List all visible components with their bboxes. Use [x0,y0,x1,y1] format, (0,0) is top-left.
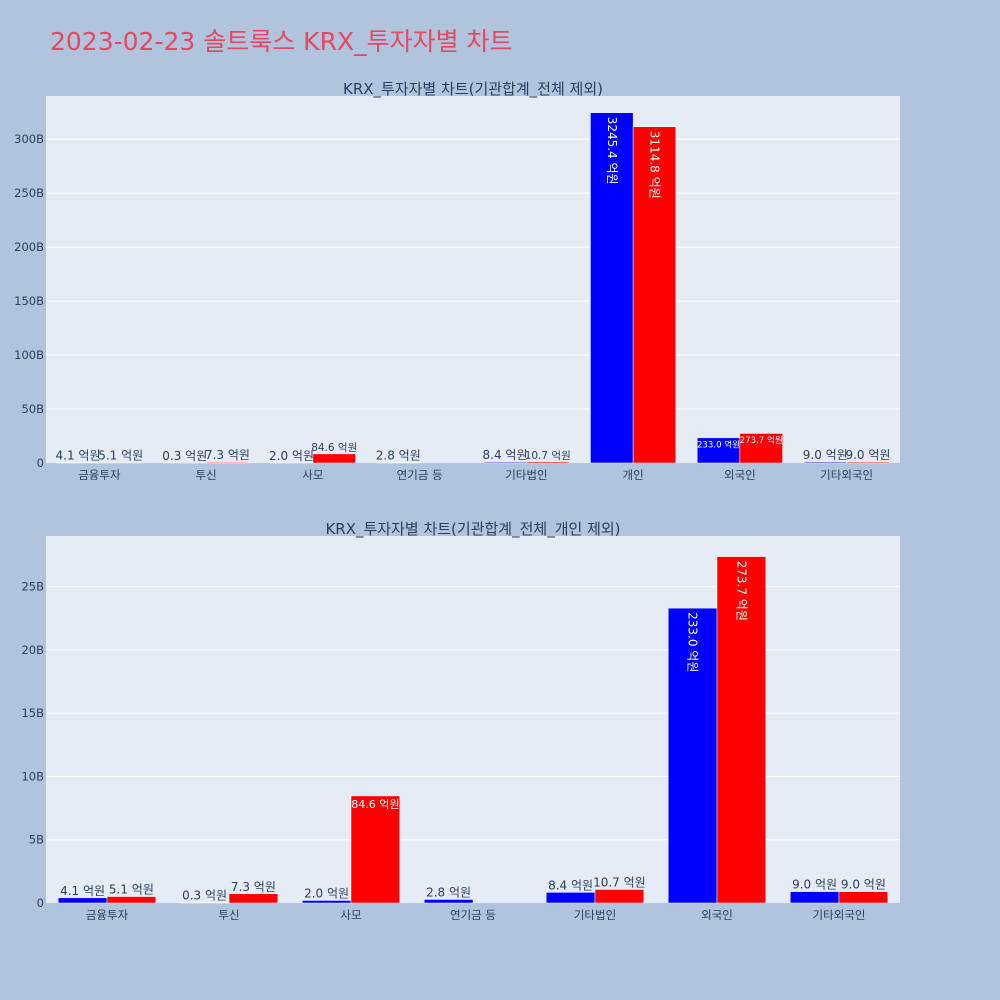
data-label: 9.0 억원 [792,878,837,892]
chart-top: 0 50B 100B 150B 200B 250B 300B KRX_투자자별 차트(기관합계… [14,80,900,480]
y-tick-label: 250B [14,186,44,200]
y-tick-label: 25B [21,580,44,594]
data-label: 9.0 억원 [841,878,886,892]
x-tick-label: 외국인 [701,908,733,920]
chart-title: KRX_투자자별 차트(기관합계_전체 제외) [343,80,603,99]
x-tick-label: 기타외국인 [820,468,873,480]
x-tick-label: 금융투자 [78,468,121,480]
data-label: 84.6 억원 [351,798,399,811]
bar-buy [545,892,596,904]
data-label: 0.3 억원 [182,889,227,903]
bar-sell [526,461,570,464]
x-tick-label: 기타법인 [505,468,547,480]
data-label: 7.3 억원 [231,880,276,894]
bar-buy [803,461,847,464]
page-title: 2023-02-23 솔트룩스 KRX_투자자별 차트 [50,27,513,56]
bar-buy [57,897,108,904]
bar-buy [667,607,718,904]
data-label: 10.7 억원 [593,875,646,889]
x-tick-label: 기타외국인 [813,908,866,920]
data-label: 273.7 억원 [734,561,748,621]
bar-sell [716,556,767,904]
bar-sell [106,896,157,904]
data-label: 273.7 억원 [740,434,783,446]
bar-sell [739,433,783,464]
y-tick-label: 0 [37,456,44,470]
bar-sell [838,891,889,904]
chart-title: KRX_투자자별 차트(기관합계_전체_개인 제외) [325,520,620,539]
data-label: 84.6 억원 [311,442,357,454]
bar-buy [590,112,634,464]
y-tick-label: 10B [21,769,44,783]
data-label: 2.0 억원 [269,449,314,463]
y-tick-label: 5B [29,833,44,847]
data-label: 4.1 억원 [60,884,105,898]
bar-buy [423,899,474,904]
data-label: 7.3 억원 [205,448,250,462]
data-label: 5.1 억원 [98,448,143,462]
bar-buy [483,461,527,464]
x-tick-label: 연기금 등 [397,468,443,480]
data-label: 9.0 억원 [845,448,890,462]
bar-sell [350,795,401,904]
bar-sell [594,889,645,904]
bar-sell [205,461,250,464]
plot-area [46,536,900,903]
data-label: 233.0 억원 [697,438,740,450]
data-label: 3245.4 억원 [605,117,619,185]
data-label: 233.0 억원 [686,612,700,672]
data-label: 9.0 억원 [803,448,848,462]
x-tick-label: 금융투자 [86,908,129,920]
y-tick-label: 150B [14,294,44,308]
y-tick-label: 0 [37,896,44,910]
y-tick-label: 15B [21,706,44,720]
data-label: 3114.8 억원 [647,131,661,199]
x-tick-label: 사모 [302,468,323,480]
x-tick-label: 투신 [218,908,239,920]
y-tick-label: 100B [14,348,44,362]
x-tick-label: 사모 [340,908,361,920]
data-label: 8.4 억원 [483,448,528,462]
bar-sell [312,453,356,464]
x-tick-label: 기타법인 [574,908,616,920]
data-label: 2.8 억원 [376,449,421,463]
bar-sell [632,126,677,464]
data-label: 8.4 억원 [548,878,593,892]
y-tick-label: 300B [14,132,44,146]
data-label: 2.0 억원 [304,886,349,900]
y-tick-label: 20B [21,643,44,657]
data-label: 5.1 억원 [109,883,154,897]
plot-area [46,96,900,463]
data-label: 4.1 억원 [56,449,101,463]
data-label: 2.8 억원 [426,885,471,899]
x-tick-label: 연기금 등 [450,908,496,920]
chart-bottom: 0 5B 10B 15B 20B 25B KRX_투자자별 차트(기관합계_전체_개인 제외… [21,520,900,920]
data-label: 10.7 억원 [525,450,571,462]
y-tick-label: 200B [14,240,44,254]
x-tick-label: 투신 [196,468,217,480]
x-tick-label: 개인 [623,468,644,480]
bar-sell [228,893,279,904]
y-tick-label: 50B [21,402,44,416]
bar-sell [846,461,890,464]
data-label: 0.3 억원 [162,449,207,463]
bar-buy [301,900,352,904]
bar-sell [99,462,143,464]
x-tick-label: 외국인 [724,468,756,480]
bar-buy [789,891,840,904]
